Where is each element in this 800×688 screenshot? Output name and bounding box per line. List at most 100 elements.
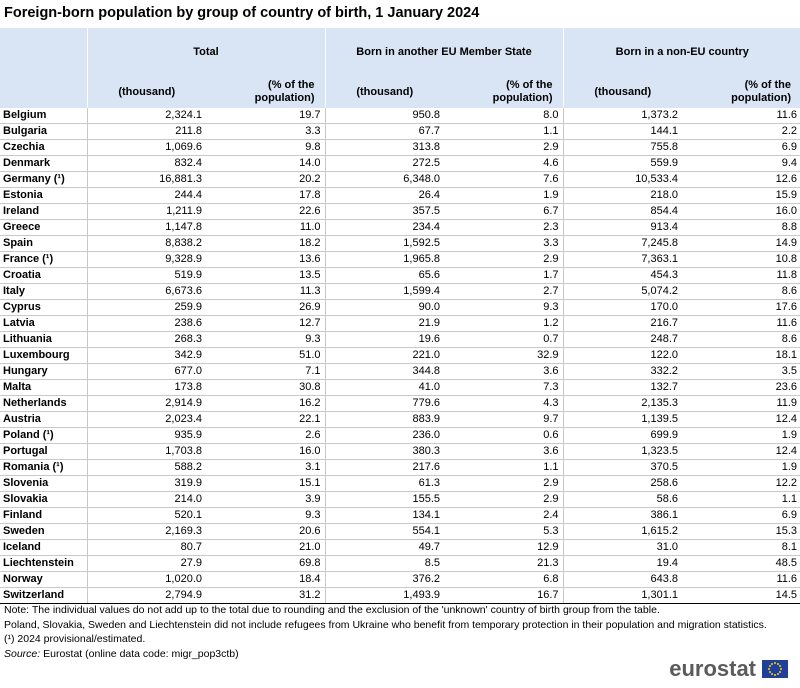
non-eu-thousand-cell: 7,363.1 <box>562 251 683 268</box>
table-row: Portugal 1,703.8 16.0 380.3 3.6 1,323.5 12.4 <box>0 443 800 460</box>
header-eu-pct: (% of the population) <box>444 76 564 108</box>
non-eu-thousand-cell: 218.0 <box>562 187 683 204</box>
table-row: France (¹) 9,328.9 13.6 1,965.8 2.9 7,363.1 10… <box>0 251 800 268</box>
header-group-non-eu: Born in a non-EU country <box>562 28 800 76</box>
eu-thousand-cell: 313.8 <box>324 139 444 156</box>
non-eu-thousand-cell: 854.4 <box>562 203 683 220</box>
non-eu-pct-cell: 11.6 <box>682 571 800 588</box>
table-row: Slovenia 319.9 15.1 61.3 2.9 258.6 12.2 <box>0 475 800 492</box>
table-row: Liechtenstein 27.9 69.8 8.5 21.3 19.4 48.5 <box>0 555 800 572</box>
non-eu-thousand-cell: 7,245.8 <box>562 235 683 252</box>
total-thousand-cell: 677.0 <box>86 363 206 380</box>
country-cell: Slovakia <box>0 491 87 508</box>
eu-thousand-cell: 19.6 <box>324 331 444 348</box>
flag-star-icon <box>768 668 770 670</box>
country-cell: Cyprus <box>0 299 87 316</box>
eu-thousand-cell: 26.4 <box>324 187 444 204</box>
country-cell: Croatia <box>0 267 87 284</box>
eu-thousand-cell: 21.9 <box>324 315 444 332</box>
total-thousand-cell: 244.4 <box>86 187 206 204</box>
non-eu-pct-cell: 11.9 <box>682 395 800 412</box>
eu-pct-cell: 9.7 <box>444 411 564 428</box>
eu-thousand-cell: 344.8 <box>324 363 444 380</box>
country-cell: Iceland <box>0 539 87 556</box>
country-cell: Malta <box>0 379 87 396</box>
table-row: Switzerland 2,794.9 31.2 1,493.9 16.7 1,301.1… <box>0 587 800 604</box>
eu-pct-cell: 2.9 <box>444 139 564 156</box>
non-eu-pct-cell: 1.1 <box>682 491 800 508</box>
table-row: Ireland 1,211.9 22.6 357.5 6.7 854.4 16.0 <box>0 203 800 220</box>
eurostat-logo: eurostat <box>669 656 788 682</box>
flag-star-icon <box>768 671 771 673</box>
country-cell: Estonia <box>0 187 87 204</box>
table-row: Denmark 832.4 14.0 272.5 4.6 559.9 9.4 <box>0 155 800 172</box>
eu-thousand-cell: 236.0 <box>324 427 444 444</box>
table-row: Bulgaria 211.8 3.3 67.7 1.1 144.1 2.2 <box>0 123 800 140</box>
header-pct-line1: (% of the <box>268 79 315 91</box>
flag-star-icon <box>768 665 771 667</box>
total-pct-cell: 15.1 <box>206 475 325 492</box>
eu-thousand-cell: 950.8 <box>324 108 444 124</box>
country-cell: Switzerland <box>0 587 87 604</box>
eu-thousand-cell: 883.9 <box>324 411 444 428</box>
eu-pct-cell: 3.6 <box>444 363 564 380</box>
eu-pct-cell: 7.3 <box>444 379 564 396</box>
eu-pct-cell: 3.3 <box>444 235 564 252</box>
table-row: Czechia 1,069.6 9.8 313.8 2.9 755.8 6.9 <box>0 139 800 156</box>
total-thousand-cell: 935.9 <box>86 427 206 444</box>
table-header: Total Born in another EU Member State Bo… <box>0 28 800 108</box>
eu-thousand-cell: 1,599.4 <box>324 283 444 300</box>
table-row: Norway 1,020.0 18.4 376.2 6.8 643.8 11.6 <box>0 571 800 588</box>
logo-text: eurostat <box>669 656 756 681</box>
table-body: Belgium 2,324.1 19.7 950.8 8.0 1,373.2 11.6 Bul… <box>0 108 800 604</box>
country-cell: Slovenia <box>0 475 87 492</box>
non-eu-thousand-cell: 248.7 <box>562 331 683 348</box>
total-pct-cell: 14.0 <box>206 155 325 172</box>
eu-pct-cell: 2.4 <box>444 507 564 524</box>
country-cell: Luxembourg <box>0 347 87 364</box>
eu-pct-cell: 5.3 <box>444 523 564 540</box>
eu-pct-cell: 1.9 <box>444 187 564 204</box>
total-pct-cell: 21.0 <box>206 539 325 556</box>
total-thousand-cell: 259.9 <box>86 299 206 316</box>
eu-thousand-cell: 357.5 <box>324 203 444 220</box>
non-eu-pct-cell: 14.5 <box>682 587 800 604</box>
non-eu-pct-cell: 15.3 <box>682 523 800 540</box>
non-eu-thousand-cell: 58.6 <box>562 491 683 508</box>
header-non-eu-pct: (% of the population) <box>682 76 800 108</box>
flag-star-icon <box>780 668 782 670</box>
non-eu-pct-cell: 11.6 <box>682 108 800 124</box>
header-pct-line1: (% of the <box>744 79 792 91</box>
eu-thousand-cell: 6,348.0 <box>324 171 444 188</box>
notes-section: Note: The individual values do not add u… <box>4 603 794 661</box>
total-thousand-cell: 238.6 <box>86 315 206 332</box>
eu-pct-cell: 1.7 <box>444 267 564 284</box>
non-eu-thousand-cell: 122.0 <box>562 347 683 364</box>
eu-thousand-cell: 380.3 <box>324 443 444 460</box>
non-eu-pct-cell: 8.6 <box>682 283 800 300</box>
non-eu-pct-cell: 12.6 <box>682 171 800 188</box>
non-eu-thousand-cell: 5,074.2 <box>562 283 683 300</box>
non-eu-pct-cell: 9.4 <box>682 155 800 172</box>
eu-pct-cell: 2.9 <box>444 475 564 492</box>
header-empty-cell <box>0 76 87 108</box>
non-eu-pct-cell: 12.4 <box>682 411 800 428</box>
country-cell: Austria <box>0 411 87 428</box>
total-pct-cell: 3.1 <box>206 459 325 476</box>
table-row: Iceland 80.7 21.0 49.7 12.9 31.0 8.1 <box>0 539 800 556</box>
country-cell: Finland <box>0 507 87 524</box>
non-eu-thousand-cell: 258.6 <box>562 475 683 492</box>
total-pct-cell: 18.2 <box>206 235 325 252</box>
eu-thousand-cell: 155.5 <box>324 491 444 508</box>
eu-pct-cell: 2.7 <box>444 283 564 300</box>
eu-thousand-cell: 61.3 <box>324 475 444 492</box>
table-row: Slovakia 214.0 3.9 155.5 2.9 58.6 1.1 <box>0 491 800 508</box>
eu-pct-cell: 1.1 <box>444 459 564 476</box>
non-eu-thousand-cell: 1,301.1 <box>562 587 683 604</box>
total-pct-cell: 9.8 <box>206 139 325 156</box>
eu-pct-cell: 32.9 <box>444 347 564 364</box>
country-cell: Sweden <box>0 523 87 540</box>
non-eu-pct-cell: 11.6 <box>682 315 800 332</box>
total-thousand-cell: 588.2 <box>86 459 206 476</box>
table-row: Netherlands 2,914.9 16.2 779.6 4.3 2,135.3 11.… <box>0 395 800 412</box>
